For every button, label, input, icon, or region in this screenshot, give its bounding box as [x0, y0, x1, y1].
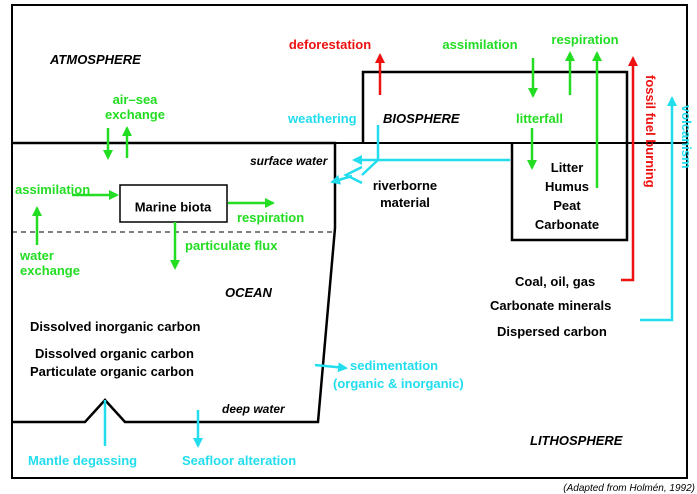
labels: ATMOSPHERE BIOSPHERE OCEAN LITHOSPHERE s…: [15, 32, 695, 494]
process-label: Mantle degassing: [28, 453, 137, 468]
reservoir-label: Marine biota: [135, 199, 212, 214]
outlines: [11, 4, 688, 479]
reservoir-label: Particulate organic carbon: [30, 364, 194, 379]
credit: (Adapted from Holmén, 1992): [563, 483, 695, 494]
process-label: volcanism: [679, 105, 694, 169]
reservoir-label: Peat: [553, 198, 581, 213]
process-label: water: [19, 248, 54, 263]
reservoir-label: Litter: [551, 160, 584, 175]
region-label: OCEAN: [225, 285, 273, 300]
region-label: ATMOSPHERE: [49, 52, 141, 67]
reservoir-label: Carbonate minerals: [490, 298, 611, 313]
process-label: weathering: [287, 111, 357, 126]
region-label: LITHOSPHERE: [530, 433, 623, 448]
region-label: BIOSPHERE: [383, 111, 460, 126]
process-label: assimilation: [15, 182, 90, 197]
reservoir-label: Dissolved organic carbon: [35, 346, 194, 361]
process-label: exchange: [105, 107, 165, 122]
process-label: respiration: [551, 32, 618, 47]
reservoir-label: Carbonate: [535, 217, 599, 232]
reservoir-label: Dispersed carbon: [497, 324, 607, 339]
process-label: Seafloor alteration: [182, 453, 296, 468]
process-label: (organic & inorganic): [333, 376, 464, 391]
process-label: riverborne: [373, 178, 437, 193]
process-label: litterfall: [516, 111, 563, 126]
process-label: fossil fuel burning: [643, 75, 658, 188]
process-label: deforestation: [289, 37, 371, 52]
arrows: [32, 51, 677, 448]
reservoir-label: Humus: [545, 179, 589, 194]
process-label: respiration: [237, 210, 304, 225]
process-label: material: [380, 195, 430, 210]
reservoir-label: Coal, oil, gas: [515, 274, 595, 289]
process-label: particulate flux: [185, 238, 278, 253]
process-label: air–sea: [113, 92, 159, 107]
process-label: exchange: [20, 263, 80, 278]
reservoir-label: Dissolved inorganic carbon: [30, 319, 201, 334]
process-label: assimilation: [442, 37, 517, 52]
process-label: sedimentation: [350, 358, 438, 373]
layer-label: deep water: [222, 402, 286, 416]
layer-label: surface water: [250, 154, 329, 168]
